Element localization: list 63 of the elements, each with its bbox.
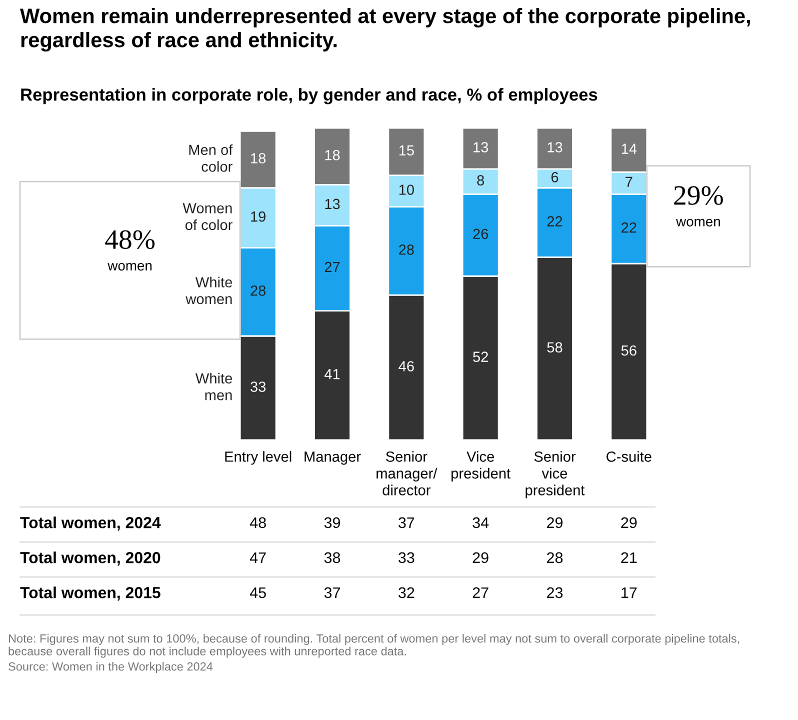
source-note: Source: Women in the Workplace 2024 bbox=[8, 662, 213, 674]
text: Total women, 2020 bbox=[20, 552, 160, 566]
text: 37 bbox=[398, 517, 414, 528]
x-tick-label: Senior vice president bbox=[526, 451, 585, 498]
text: 48% bbox=[105, 230, 155, 250]
x-tick-label: Entry level bbox=[225, 451, 292, 465]
text: 48 bbox=[250, 517, 266, 528]
x-tick-label: Manager bbox=[304, 452, 361, 465]
text: 34 bbox=[472, 517, 489, 528]
data-label: 10 bbox=[399, 184, 414, 195]
text: 23 bbox=[547, 587, 563, 598]
data-label: 56 bbox=[621, 345, 636, 356]
data-label: 18 bbox=[325, 150, 340, 160]
text: women bbox=[108, 262, 152, 271]
data-label: 13 bbox=[548, 142, 562, 152]
text: 37 bbox=[324, 587, 340, 598]
text: 21 bbox=[621, 552, 637, 563]
series-label: Women of color bbox=[182, 203, 232, 230]
data-label: 19 bbox=[251, 211, 266, 222]
series-label: Men of color bbox=[189, 144, 233, 172]
data-label: 15 bbox=[399, 145, 414, 156]
data-label: 28 bbox=[399, 244, 414, 255]
text: 17 bbox=[622, 587, 637, 598]
data-label: 41 bbox=[324, 369, 340, 380]
text: 45 bbox=[250, 587, 266, 598]
text: 29 bbox=[547, 517, 563, 528]
chart-title: Women remain underrepresented at every stage of the corporate pipeline, regardless of race and ethnicity. bbox=[20, 8, 750, 52]
text: 32 bbox=[398, 587, 414, 598]
data-label: 58 bbox=[547, 342, 562, 353]
text: 29% bbox=[674, 186, 723, 205]
data-label: 7 bbox=[626, 176, 632, 187]
data-label: 6 bbox=[551, 172, 558, 182]
text: Note: Figures may not sum to 100%, because of rounding. Total percent of women per level may not sum to overall corporate pipeline totals, because overall figures do not include employees with unreported race data. bbox=[8, 634, 740, 658]
text: 27 bbox=[472, 587, 488, 598]
data-label: 46 bbox=[398, 361, 414, 372]
text: 28 bbox=[547, 552, 563, 564]
data-label: 14 bbox=[622, 144, 637, 154]
text: 29 bbox=[472, 552, 488, 564]
text: 33 bbox=[398, 552, 414, 564]
data-label: 27 bbox=[324, 262, 340, 272]
data-label: 18 bbox=[251, 153, 266, 164]
text: 39 bbox=[324, 517, 340, 528]
data-label: 28 bbox=[250, 285, 266, 296]
data-label: 26 bbox=[473, 228, 488, 240]
x-tick-label: Senior manager/ director bbox=[376, 451, 438, 496]
data-label: 33 bbox=[250, 382, 266, 392]
x-tick-label: Vice president bbox=[452, 451, 510, 482]
text: Total women, 2024 bbox=[20, 516, 161, 531]
data-label: 52 bbox=[473, 352, 488, 362]
data-label: 13 bbox=[474, 142, 488, 152]
text: Total women, 2015 bbox=[20, 586, 160, 601]
text: 38 bbox=[324, 552, 340, 564]
text: 47 bbox=[250, 552, 266, 563]
series-label: White women bbox=[186, 276, 232, 304]
data-label: 22 bbox=[547, 216, 562, 226]
series-label: White men bbox=[195, 372, 232, 400]
chart-subtitle: Representation in corporate role, by gender and race, % of employees bbox=[21, 88, 598, 104]
text: 29 bbox=[621, 517, 637, 528]
data-label: 13 bbox=[325, 198, 340, 210]
data-label: 8 bbox=[477, 175, 484, 186]
data-label: 22 bbox=[622, 222, 636, 233]
x-tick-label: C-suite bbox=[606, 451, 652, 462]
text: women bbox=[676, 218, 720, 226]
